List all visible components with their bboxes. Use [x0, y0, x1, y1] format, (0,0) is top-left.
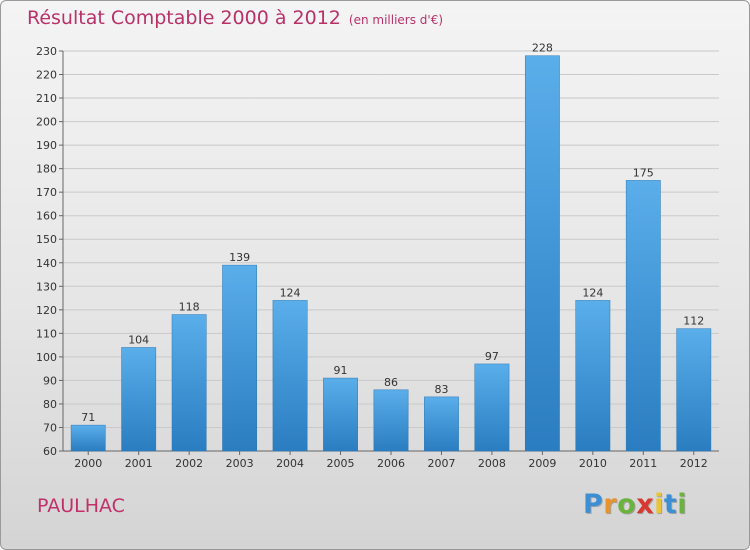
x-tick-label-2009: 2009 — [528, 457, 556, 470]
y-tick-label-180: 180 — [36, 163, 57, 176]
x-tick-label-2007: 2007 — [427, 457, 455, 470]
chart-title-text: Résultat Comptable 2000 à 2012 — [27, 7, 341, 29]
x-tick-label-2002: 2002 — [175, 457, 203, 470]
bar-2004 — [272, 300, 308, 452]
value-label-2011: 175 — [633, 166, 654, 179]
y-tick-label-140: 140 — [36, 257, 57, 270]
logo-letter-0: P — [583, 489, 604, 520]
value-label-2012: 112 — [683, 315, 704, 328]
y-tick-label-60: 60 — [43, 445, 57, 458]
x-tick-label-2004: 2004 — [276, 457, 304, 470]
x-tick-label-2003: 2003 — [226, 457, 254, 470]
bar-2006 — [373, 389, 409, 452]
bar-2008 — [474, 363, 510, 452]
y-tick-label-220: 220 — [36, 69, 57, 82]
y-tick-label-70: 70 — [43, 421, 57, 434]
y-tick-label-110: 110 — [36, 327, 57, 340]
bar-2003 — [222, 264, 258, 452]
logo-letter-2: o — [617, 489, 637, 520]
logo-letter-3: x — [636, 489, 655, 520]
x-tick-label-2008: 2008 — [478, 457, 506, 470]
labels: 60 70 80 90 100 110 120 130 140 150 160 170 180 190 20… — [36, 42, 708, 470]
bar-2011 — [625, 180, 661, 452]
value-label-2004: 124 — [280, 286, 301, 299]
x-tick-label-2006: 2006 — [377, 457, 405, 470]
y-tick-label-120: 120 — [36, 304, 57, 317]
bar-2012 — [676, 328, 712, 452]
x-tick-label-2005: 2005 — [327, 457, 355, 470]
x-tick-label-2012: 2012 — [680, 457, 708, 470]
value-label-2008: 97 — [485, 350, 499, 363]
y-tick-label-200: 200 — [36, 116, 57, 129]
bar-2005 — [323, 377, 358, 452]
value-label-2009: 228 — [532, 42, 553, 55]
y-tick-label-150: 150 — [36, 233, 57, 246]
bars — [70, 55, 712, 452]
y-tick-label-100: 100 — [36, 351, 57, 364]
y-tick-label-130: 130 — [36, 280, 57, 293]
x-tick-label-2011: 2011 — [629, 457, 657, 470]
bar-2007 — [424, 396, 459, 452]
y-tick-label-80: 80 — [43, 398, 57, 411]
chart-subtitle: (en milliers d'€) — [348, 13, 444, 27]
value-label-2000: 71 — [81, 411, 95, 424]
value-label-2005: 91 — [334, 364, 348, 377]
value-label-2007: 83 — [434, 383, 448, 396]
value-label-2006: 86 — [384, 376, 398, 389]
chart-title: Résultat Comptable 2000 à 2012 (en millie… — [27, 7, 443, 29]
logo-letter-6: i — [677, 489, 688, 520]
x-tick-label-2001: 2001 — [125, 457, 153, 470]
logo-letter-4: i — [654, 489, 664, 520]
y-tick-label-190: 190 — [36, 139, 57, 152]
bar-2002 — [171, 314, 207, 452]
y-tick-label-90: 90 — [43, 374, 57, 387]
x-tick-label-2010: 2010 — [579, 457, 607, 470]
y-tick-label-170: 170 — [36, 186, 57, 199]
value-label-2003: 139 — [229, 251, 250, 264]
y-tick-label-210: 210 — [36, 92, 57, 105]
bar-2000 — [70, 424, 106, 452]
logo-letter-5: t — [663, 489, 678, 520]
logo-letter-1: r — [603, 489, 618, 520]
proxiti-logo: Proxiti — [583, 489, 687, 520]
x-tick-label-2000: 2000 — [74, 457, 102, 470]
bar-2010 — [575, 300, 611, 452]
value-label-2001: 104 — [128, 333, 149, 346]
value-label-2002: 118 — [179, 301, 200, 314]
y-tick-label-230: 230 — [36, 45, 57, 58]
value-label-2010: 124 — [582, 286, 603, 299]
bar-2001 — [121, 347, 157, 452]
bar-2009 — [524, 55, 560, 452]
y-tick-label-160: 160 — [36, 210, 57, 223]
commune-name: PAULHAC — [37, 495, 125, 517]
